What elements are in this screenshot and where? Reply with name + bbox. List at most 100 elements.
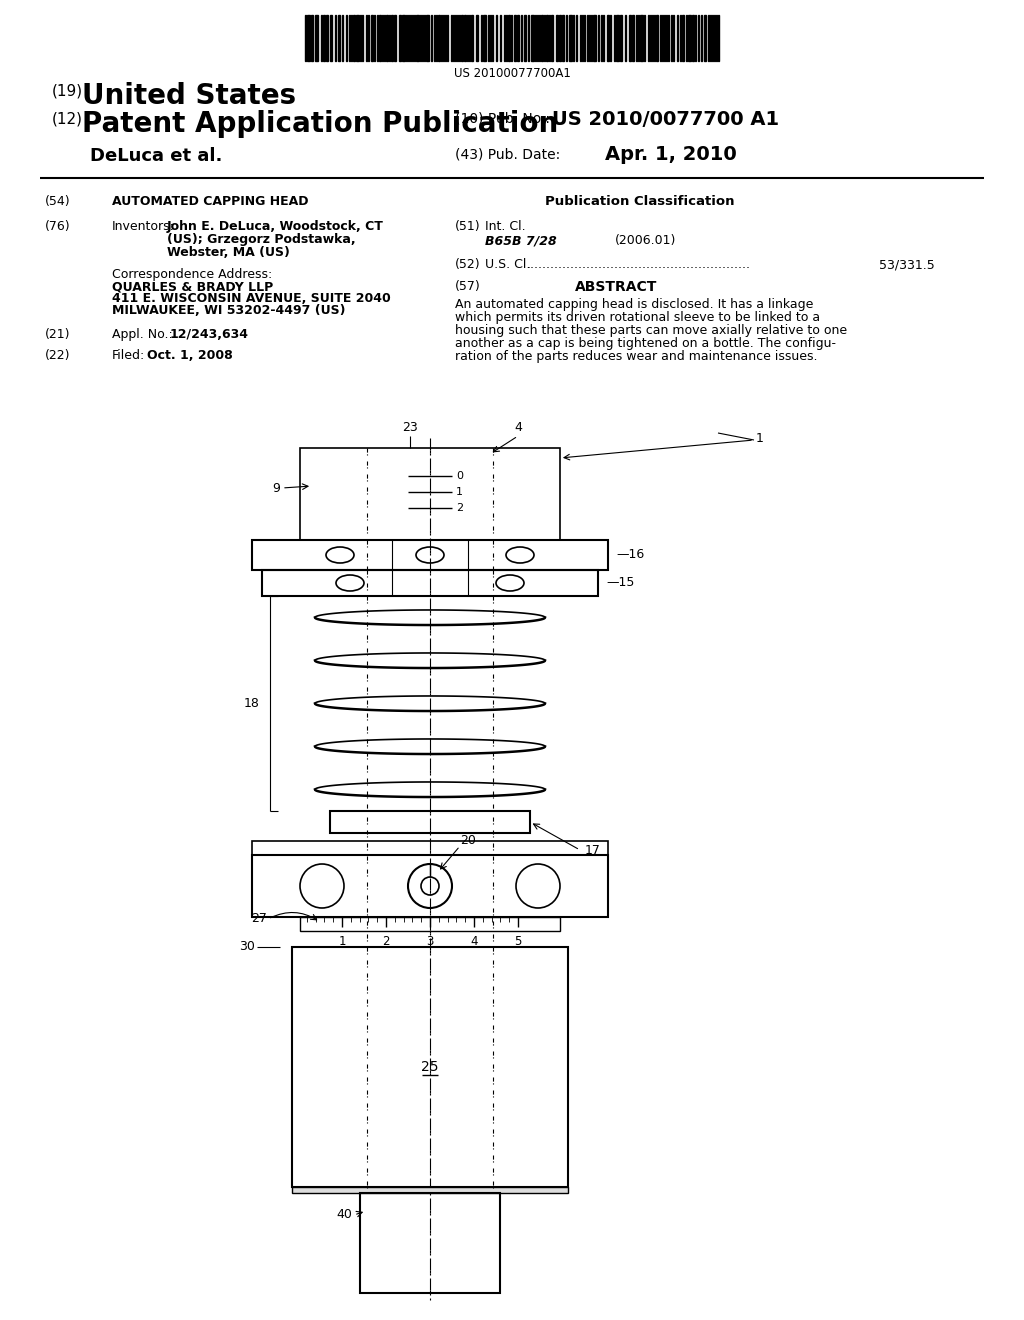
Bar	[386, 15, 388, 61]
Text: 2: 2	[456, 503, 463, 513]
Bar	[551, 15, 553, 61]
Text: 23: 23	[402, 421, 418, 434]
Text: MILWAUKEE, WI 53202-4497 (US): MILWAUKEE, WI 53202-4497 (US)	[112, 304, 345, 317]
Text: another as a cap is being tightened on a bottle. The configu-: another as a cap is being tightened on a…	[455, 337, 836, 350]
Bar	[464, 15, 466, 61]
Text: —16: —16	[616, 549, 644, 561]
Bar	[371, 15, 373, 61]
Text: Publication Classification: Publication Classification	[545, 195, 734, 209]
Text: 18: 18	[244, 697, 260, 710]
Text: Inventors:: Inventors:	[112, 220, 175, 234]
Text: 12/243,634: 12/243,634	[170, 327, 249, 341]
Bar	[300, 447, 560, 540]
Bar	[483, 15, 486, 61]
Text: John E. DeLuca, Woodstock, CT: John E. DeLuca, Woodstock, CT	[167, 220, 384, 234]
Text: Correspondence Address:: Correspondence Address:	[112, 268, 272, 281]
Bar	[593, 15, 596, 61]
Text: 9: 9	[272, 482, 280, 495]
Text: AUTOMATED CAPPING HEAD: AUTOMATED CAPPING HEAD	[112, 195, 308, 209]
Text: 0: 0	[456, 471, 463, 480]
Text: 30: 30	[240, 940, 255, 953]
Text: Appl. No.:: Appl. No.:	[112, 327, 173, 341]
Bar	[656, 15, 658, 61]
Text: DeLuca et al.: DeLuca et al.	[90, 147, 222, 165]
Text: Apr. 1, 2010: Apr. 1, 2010	[605, 145, 736, 164]
Text: Int. Cl.: Int. Cl.	[485, 220, 525, 234]
Bar	[323, 15, 325, 61]
Bar	[524, 15, 526, 61]
Bar	[688, 15, 691, 61]
Text: (2006.01): (2006.01)	[615, 234, 677, 247]
Bar	[471, 15, 473, 61]
Text: U.S. Cl.: U.S. Cl.	[485, 257, 530, 271]
Bar	[682, 15, 684, 61]
Text: B65B 7/28: B65B 7/28	[485, 234, 557, 247]
Bar	[541, 15, 543, 61]
Bar	[330, 810, 530, 833]
Bar	[632, 15, 634, 61]
Text: —15: —15	[606, 577, 635, 590]
Bar	[556, 15, 558, 61]
Text: (57): (57)	[455, 280, 480, 293]
Bar	[394, 15, 396, 61]
Bar	[620, 15, 622, 61]
Text: QUARLES & BRADY LLP: QUARLES & BRADY LLP	[112, 280, 273, 293]
Text: housing such that these parts can move axially relative to one: housing such that these parts can move a…	[455, 323, 847, 337]
Text: United States: United States	[82, 82, 296, 110]
Bar	[416, 15, 419, 61]
Text: Oct. 1, 2008: Oct. 1, 2008	[147, 348, 232, 362]
Text: (12): (12)	[52, 112, 83, 127]
Bar	[356, 15, 359, 61]
Text: (22): (22)	[45, 348, 71, 362]
Text: 53/331.5: 53/331.5	[880, 257, 935, 271]
Bar	[559, 15, 561, 61]
Bar	[640, 15, 643, 61]
Text: Webster, MA (US): Webster, MA (US)	[167, 246, 290, 259]
Text: (76): (76)	[45, 220, 71, 234]
Bar	[426, 15, 429, 61]
Text: 25: 25	[421, 1060, 438, 1074]
Bar	[353, 15, 355, 61]
Bar	[514, 15, 516, 61]
Text: (10) Pub. No.:: (10) Pub. No.:	[455, 112, 550, 125]
Bar	[330, 15, 332, 61]
Bar	[307, 15, 310, 61]
Text: 27: 27	[251, 912, 267, 925]
Text: 1: 1	[338, 935, 346, 948]
Text: Filed:: Filed:	[112, 348, 145, 362]
Bar	[607, 15, 609, 61]
Text: (51): (51)	[455, 220, 480, 234]
Text: 4: 4	[514, 421, 522, 434]
Bar	[360, 1193, 500, 1294]
Text: 3: 3	[426, 935, 434, 948]
Text: 17: 17	[585, 843, 601, 857]
Text: ........................................................: ........................................…	[527, 257, 751, 271]
Bar	[616, 15, 618, 61]
Bar	[517, 15, 519, 61]
Text: which permits its driven rotational sleeve to be linked to a: which permits its driven rotational slee…	[455, 312, 820, 323]
Bar	[546, 15, 548, 61]
Bar	[326, 15, 328, 61]
Text: 40: 40	[336, 1209, 352, 1221]
Bar	[391, 15, 393, 61]
Bar	[629, 15, 631, 61]
Bar	[252, 855, 608, 917]
Bar	[476, 15, 478, 61]
Bar	[338, 15, 340, 61]
Bar	[300, 917, 560, 931]
Bar	[315, 15, 318, 61]
Text: 2: 2	[382, 935, 390, 948]
Bar	[262, 570, 598, 597]
Text: 20: 20	[460, 834, 476, 847]
Text: 4: 4	[470, 935, 478, 948]
Text: 1: 1	[456, 487, 463, 498]
Text: (19): (19)	[52, 84, 83, 99]
Text: US 20100077700A1: US 20100077700A1	[454, 67, 570, 81]
Text: (52): (52)	[455, 257, 480, 271]
Bar	[569, 15, 572, 61]
Text: ABSTRACT: ABSTRACT	[575, 280, 657, 294]
Text: (43) Pub. Date:: (43) Pub. Date:	[455, 147, 560, 161]
Bar	[531, 15, 534, 61]
Text: An automated capping head is disclosed. It has a linkage: An automated capping head is disclosed. …	[455, 298, 813, 312]
Bar	[252, 841, 608, 855]
